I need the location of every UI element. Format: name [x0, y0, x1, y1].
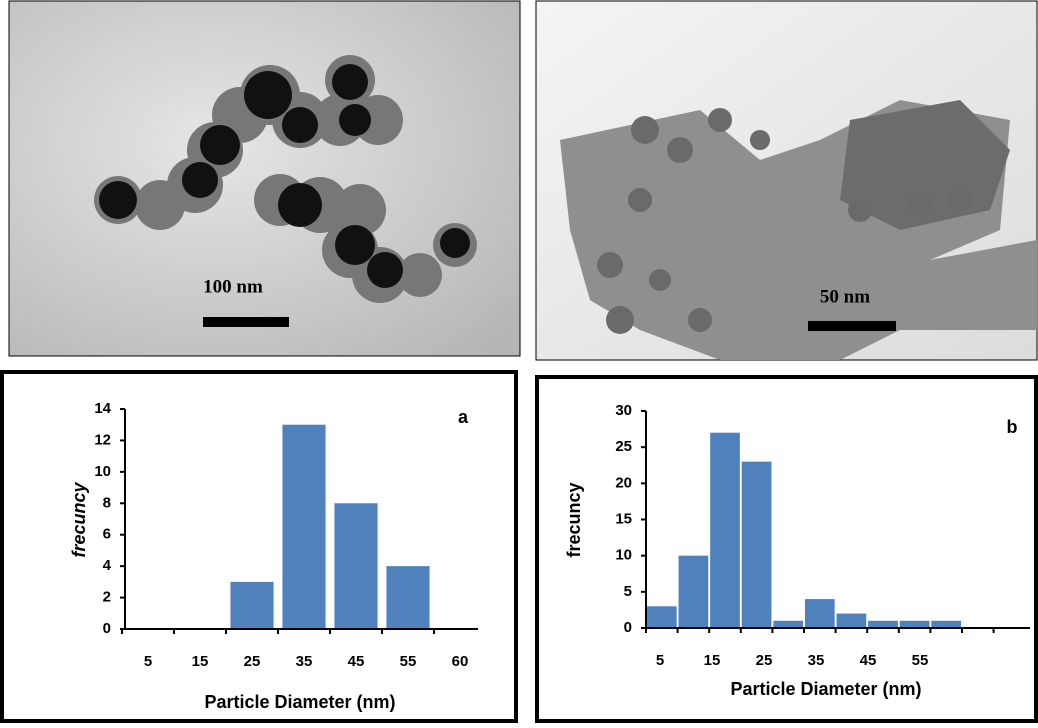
tem-image-b: 50 nm: [536, 1, 1037, 360]
bar: [931, 621, 961, 628]
x-tick-label: 15: [704, 652, 721, 669]
y-tick-label: 6: [103, 526, 111, 543]
bar: [230, 582, 273, 629]
panel-label: a: [458, 407, 469, 427]
bar: [773, 621, 803, 628]
x-tick-label: 35: [808, 652, 825, 669]
y-tick-label: 14: [94, 400, 111, 417]
x-tick-label: 25: [756, 652, 773, 669]
scale-label: 50 nm: [820, 286, 870, 307]
bar: [334, 503, 377, 629]
bar: [805, 599, 835, 628]
x-tick-label: 55: [400, 653, 417, 670]
y-tick-label: 12: [94, 431, 111, 448]
bar: [386, 566, 429, 629]
x-axis-title: Particle Diameter (nm): [204, 692, 395, 712]
x-tick-label: 55: [912, 652, 929, 669]
bar: [742, 462, 772, 628]
y-axis-title: frecuncy: [564, 482, 584, 557]
tem-image-a: 100 nm: [9, 1, 520, 356]
scale-label: 100 nm: [203, 276, 263, 297]
bar: [679, 556, 709, 628]
x-axis-title: Particle Diameter (nm): [730, 679, 921, 699]
y-tick-label: 30: [615, 402, 632, 419]
x-tick-label: 25: [244, 653, 261, 670]
page: {"images": [{"scale_label": "100 nm"}, {…: [0, 0, 1038, 723]
x-tick-label: 5: [656, 652, 664, 669]
y-tick-label: 2: [103, 589, 111, 606]
panel-label: b: [1007, 417, 1018, 437]
x-tick-label: 60: [452, 653, 469, 670]
y-tick-label: 4: [103, 557, 112, 574]
x-tick-label: 35: [296, 653, 313, 670]
x-tick-label: 45: [348, 653, 365, 670]
y-axis-title: frecuncy: [69, 482, 89, 558]
y-tick-label: 8: [103, 494, 111, 511]
panel-frame: [537, 377, 1036, 721]
y-tick-label: 0: [624, 619, 632, 636]
bar: [710, 433, 740, 628]
y-tick-label: 20: [615, 474, 632, 491]
y-tick-label: 10: [94, 463, 111, 480]
y-tick-label: 0: [103, 620, 111, 637]
figure: 100 nm 50 nm 024681012145152535455560Par…: [0, 0, 1038, 723]
y-tick-label: 25: [615, 438, 632, 455]
bar: [900, 621, 930, 628]
bar: [647, 606, 677, 628]
x-tick-label: 15: [192, 653, 209, 670]
y-tick-label: 10: [615, 547, 632, 564]
y-tick-label: 5: [624, 583, 632, 600]
y-tick-label: 15: [615, 510, 632, 527]
bar: [282, 425, 325, 629]
x-tick-label: 5: [144, 653, 152, 670]
bar: [868, 621, 898, 628]
x-tick-label: 45: [860, 652, 877, 669]
bar: [837, 614, 867, 628]
